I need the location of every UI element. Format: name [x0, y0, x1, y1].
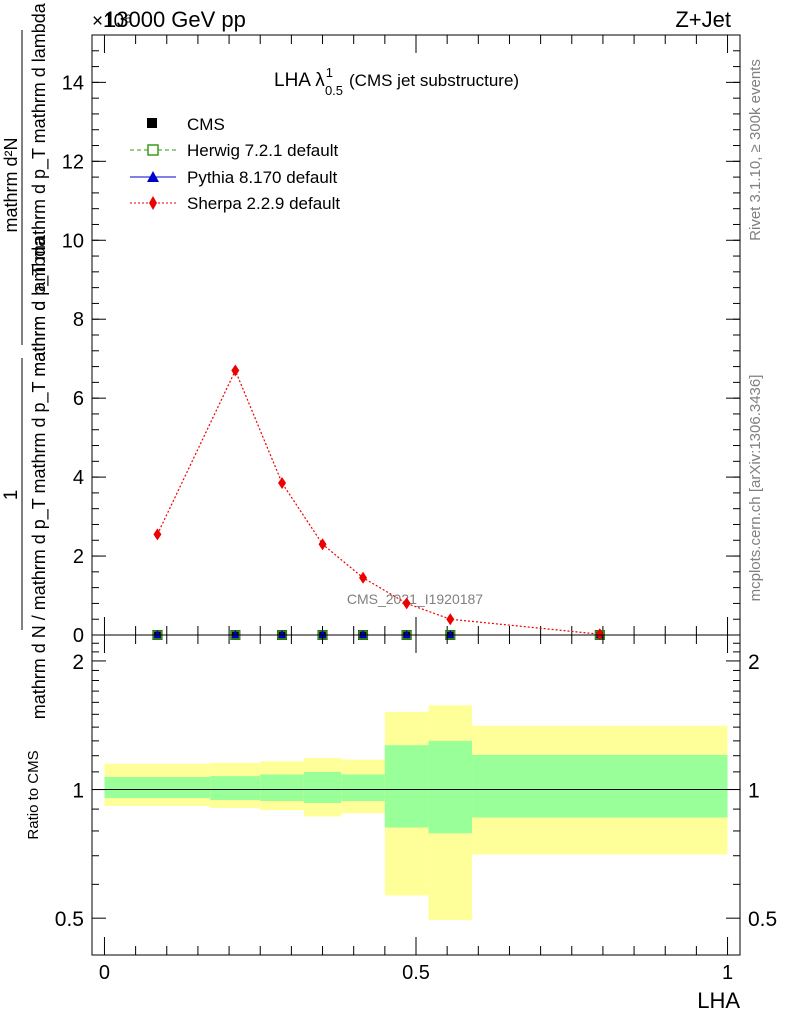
ylabel-denominator: mathrm d p_T mathrm d p_T mathrm d lambd…: [29, 2, 50, 376]
mcplots-label: mcplots.cern.ch [arXiv:1306.3436]: [747, 375, 764, 602]
ratio-y-tick-label-right: 2: [748, 651, 760, 674]
pythia-point: [318, 630, 327, 638]
ratio-y-tick-label: 0.5: [55, 908, 84, 931]
ratio-y-tick-label: 1: [72, 780, 84, 803]
ratio-band-inner: [428, 740, 473, 834]
legend-cms-label: CMS: [187, 115, 225, 134]
ratio-band-inner: [341, 774, 385, 802]
main-panel: 0 2 4 6 8 10 12 14 CMS_2021_I1920187 LHA λ1 0.5(…: [62, 34, 741, 647]
ratio-bands: [104, 705, 728, 921]
ratio-y-ticks: 0.5 0.5 1 1 2 2: [55, 642, 777, 931]
pythia-point: [278, 630, 287, 638]
main-y-tick-label: 10: [62, 230, 84, 252]
watermark: CMS_2021_I1920187: [347, 591, 483, 607]
ratio-y-tick-label-right: 0.5: [748, 908, 777, 931]
legend-sherpa-label: Sherpa 2.2.9 default: [187, 194, 340, 213]
main-y-ticks: 0 2 4 6 8 10 12 14: [62, 34, 740, 647]
main-y-tick-label: 4: [73, 467, 84, 489]
sherpa-point: [359, 571, 368, 584]
ratio-band-inner: [303, 771, 342, 804]
ylabel-prefactor: 1: [1, 490, 22, 501]
sherpa-point: [402, 597, 411, 610]
sherpa-point: [595, 628, 604, 641]
ratio-band-inner: [260, 774, 304, 802]
process-label: Z+Jet: [675, 7, 731, 32]
rivet-label: Rivet 3.1.10, ≥ 300k events: [747, 59, 764, 241]
ratio-y-label: Ratio to CMS: [25, 750, 42, 839]
sherpa-series-line: [156, 369, 600, 635]
pythia-point: [231, 630, 240, 638]
legend: CMS Herwig 7.2.1 default Pythia 8.170 de…: [130, 115, 340, 213]
exponent-label: ×10⁶: [92, 11, 132, 32]
legend-pythia-label: Pythia 8.170 default: [187, 168, 338, 187]
ratio-band-inner: [104, 777, 211, 799]
legend-herwig-label: Herwig 7.2.1 default: [187, 141, 338, 160]
sherpa-point: [231, 364, 240, 377]
legend-pythia-marker: [147, 171, 159, 182]
sherpa-point: [318, 538, 327, 551]
x-axis-label: LHA: [697, 988, 740, 1013]
ratio-x-ticks: 0 0.5 1: [99, 635, 733, 984]
pythia-point: [153, 630, 162, 638]
pythia-point: [359, 630, 368, 638]
x-tick-label: 0.5: [402, 962, 430, 984]
pythia-point: [446, 630, 455, 638]
ylabel-prefactor-denominator: mathrm d N / mathrm d p_T mathrm d p_T m…: [29, 236, 50, 719]
main-y-tick-label: 0: [73, 625, 84, 647]
main-y-tick-label: 12: [62, 151, 84, 173]
main-y-tick-label: 8: [73, 309, 84, 331]
ratio-y-tick-label-right: 1: [748, 780, 760, 803]
sherpa-point: [446, 613, 455, 626]
chart-title: LHA λ1 0.5(CMS jet substructure): [274, 65, 519, 98]
ratio-band-inner: [210, 776, 261, 801]
ylabel-numerator: mathrm d²N: [1, 137, 21, 232]
ratio-band-inner: [384, 745, 429, 828]
legend-sherpa-marker: [149, 196, 157, 210]
main-y-tick-label: 2: [73, 546, 84, 568]
legend-cms-marker: [147, 118, 157, 128]
ratio-band-inner: [472, 754, 728, 818]
pythia-point: [402, 630, 411, 638]
ratio-y-tick-label: 2: [72, 651, 84, 674]
main-y-axis-label: 1 mathrm d N / mathrm d p_T mathrm d p_T…: [1, 2, 50, 719]
ratio-panel: 0.5 0.51 12 2 0 0.5 1 Ratio to CMS LHA: [25, 634, 777, 1013]
sherpa-point: [278, 477, 287, 490]
legend-herwig-marker: [147, 144, 159, 156]
main-y-tick-label: 14: [62, 72, 84, 94]
energy-label: 13000 GeV pp: [104, 7, 246, 32]
x-tick-label: 0: [99, 962, 110, 984]
sherpa-point: [153, 528, 162, 541]
main-y-tick-label: 6: [73, 388, 84, 410]
x-tick-label: 1: [722, 962, 733, 984]
